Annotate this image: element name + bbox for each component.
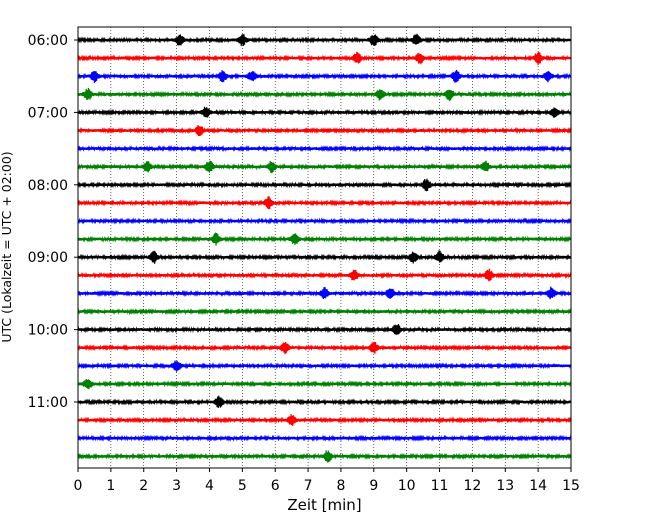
x-tick-label: 6 — [271, 478, 280, 494]
trace-line — [77, 69, 572, 83]
x-tick-label: 3 — [172, 478, 181, 494]
trace-line — [77, 360, 572, 372]
trace-line — [77, 87, 572, 101]
trace-line — [77, 395, 572, 408]
x-tick-label: 0 — [74, 478, 83, 494]
x-tick-label: 14 — [529, 478, 547, 494]
trace-line — [77, 144, 572, 153]
trace-line — [77, 379, 572, 390]
trace-line — [77, 268, 572, 282]
seismic-traces — [77, 33, 572, 463]
trace-line — [77, 217, 572, 225]
trace-line — [77, 286, 572, 300]
y-tick-label: 07:00 — [28, 105, 68, 121]
x-axis-title: Zeit [min] — [287, 496, 361, 514]
x-tick-label: 4 — [205, 478, 214, 494]
x-tick-label: 11 — [431, 478, 449, 494]
trace-line — [77, 160, 572, 174]
plot-frame — [77, 26, 572, 469]
y-axis-title: UTC (Lokalzeit = UTC + 02:00) — [0, 151, 14, 342]
x-tick-label: 10 — [398, 478, 416, 494]
trace-line — [77, 414, 572, 426]
trace-line — [77, 33, 572, 46]
trace-line — [77, 51, 572, 66]
trace-line — [77, 106, 572, 118]
y-tick-label: 06:00 — [28, 33, 68, 49]
trace-line — [77, 434, 572, 442]
trace-line — [77, 341, 572, 355]
trace-line — [77, 307, 572, 316]
trace-line — [77, 196, 572, 210]
y-tick-label: 11:00 — [28, 395, 68, 411]
x-tick-label: 8 — [336, 478, 345, 494]
y-tick-label: 08:00 — [28, 178, 68, 194]
trace-line — [77, 250, 572, 264]
x-tick-label: 13 — [496, 478, 514, 494]
y-tick-label: 10:00 — [28, 323, 68, 339]
trace-line — [77, 450, 572, 463]
x-tick-label: 12 — [463, 478, 481, 494]
trace-line — [77, 124, 572, 137]
trace-line — [77, 178, 572, 192]
x-tick-label: 5 — [238, 478, 247, 494]
x-tick-label: 9 — [369, 478, 378, 494]
y-axis: 06:00 07:00 08:00 09:00 10:00 11:00 — [28, 33, 78, 411]
x-tick-label: 7 — [304, 478, 313, 494]
x-tick-label: 2 — [139, 478, 148, 494]
trace-line — [77, 232, 572, 246]
y-tick-label: 09:00 — [28, 250, 68, 266]
x-tick-label: 1 — [106, 478, 115, 494]
x-tick-label: 15 — [562, 478, 580, 494]
trace-line — [77, 324, 572, 335]
x-axis: 0 1 2 3 4 5 6 7 8 9 10 11 12 13 14 15 — [74, 468, 580, 494]
